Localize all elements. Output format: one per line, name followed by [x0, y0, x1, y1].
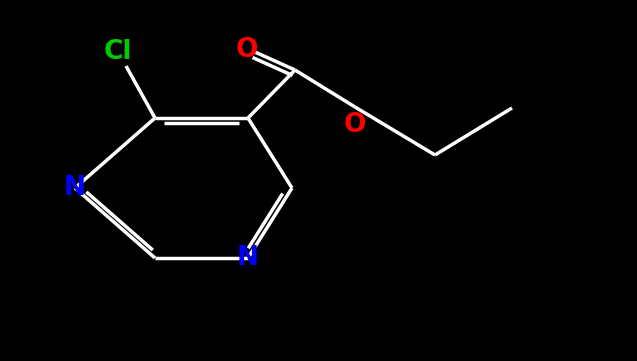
Text: O: O: [236, 37, 258, 63]
Text: O: O: [344, 112, 366, 138]
Text: N: N: [64, 175, 86, 201]
Text: N: N: [237, 245, 259, 271]
Text: Cl: Cl: [104, 39, 132, 65]
